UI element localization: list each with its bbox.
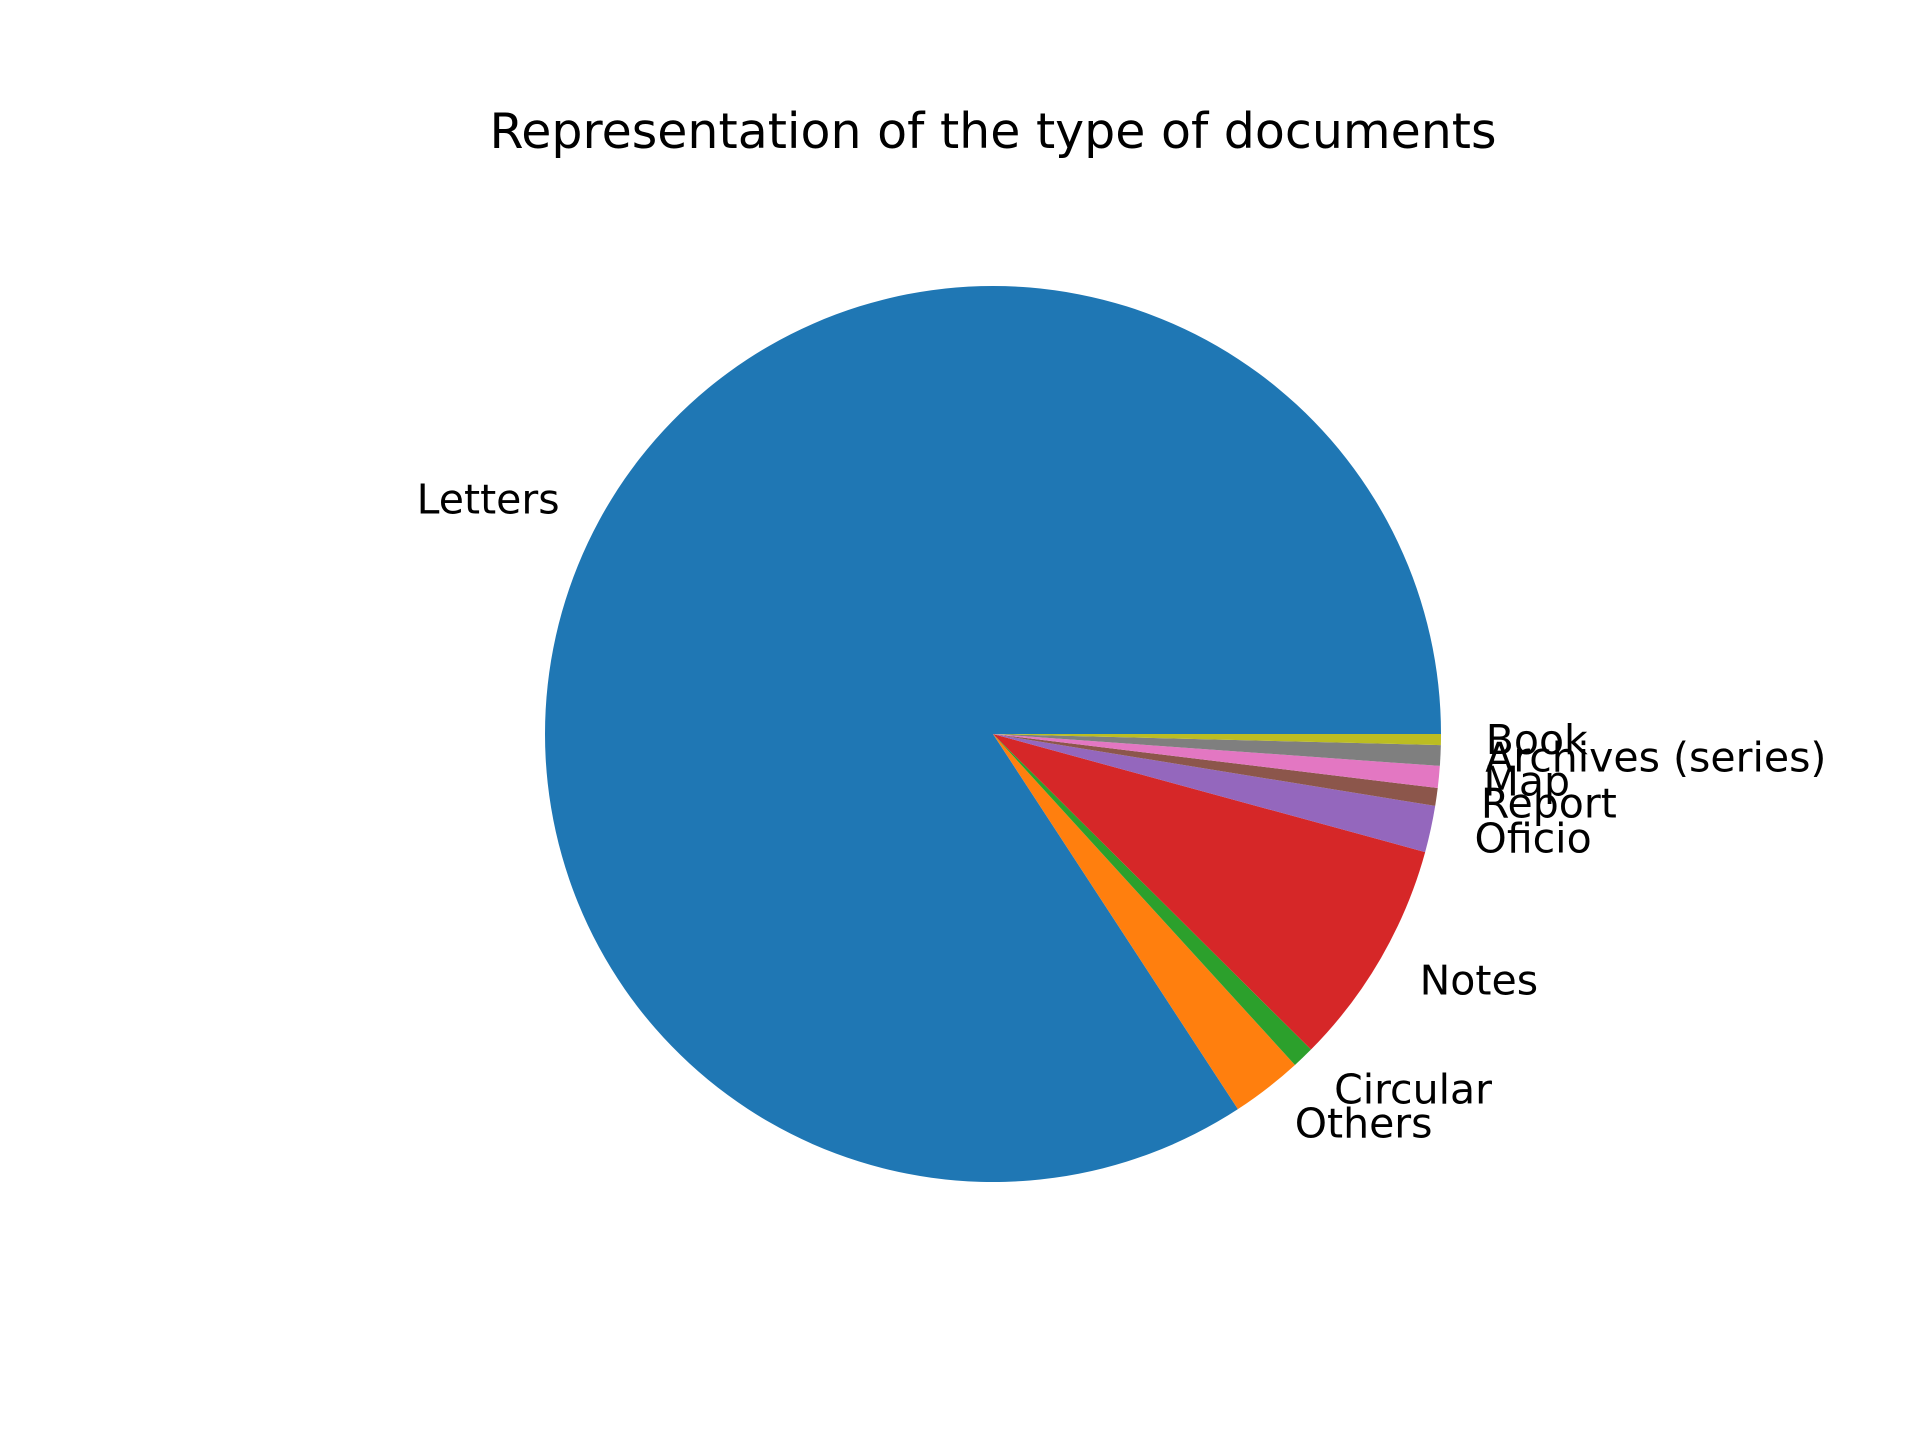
pie-label-circular: Circular (1334, 1066, 1492, 1114)
pie-slice-others (993, 734, 1295, 1110)
chart-title: Representation of the type of documents (489, 103, 1496, 160)
pie-slice-map (993, 734, 1440, 789)
pie-slice-oficio (993, 734, 1436, 853)
pie-label-archives-series: Archives (series) (1485, 734, 1826, 782)
pie-label-map: Map (1484, 757, 1571, 805)
pie-label-book: Book (1486, 716, 1588, 764)
pie-label-report: Report (1481, 779, 1617, 827)
pie-label-oficio: Oficio (1475, 815, 1592, 863)
pie-label-notes: Notes (1420, 957, 1538, 1005)
pie-slice-notes (993, 734, 1426, 1050)
pie-slice-report (993, 734, 1438, 806)
pie-slice-archives-series (993, 734, 1441, 766)
pie-slices (545, 285, 1441, 1182)
pie-label-letters: Letters (417, 475, 560, 523)
pie-slice-circular (993, 734, 1312, 1065)
pie-slice-letters (545, 285, 1441, 1182)
pie-slice-book (993, 734, 1441, 746)
pie-label-others: Others (1295, 1100, 1433, 1148)
